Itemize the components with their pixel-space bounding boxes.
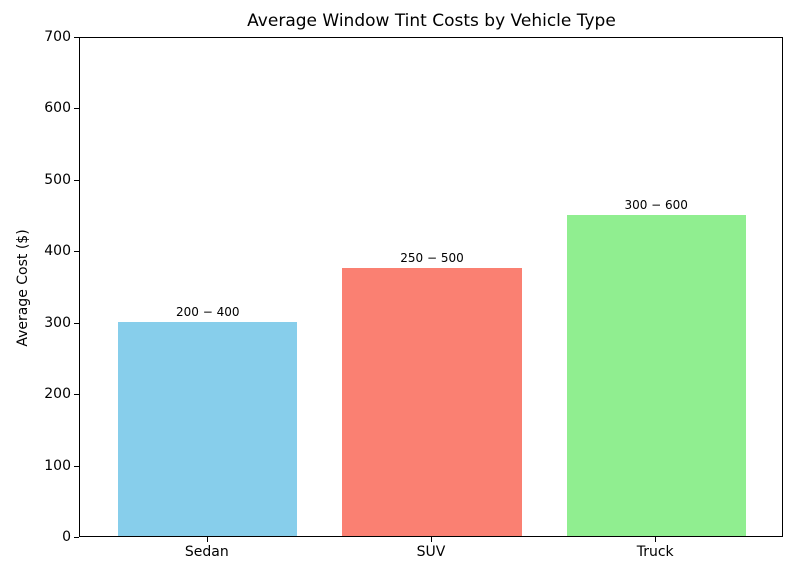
y-tick-label: 700 <box>44 29 71 45</box>
bar-truck <box>566 214 746 536</box>
bar-suv <box>342 268 522 536</box>
y-tick <box>74 537 79 538</box>
y-tick-label: 0 <box>62 529 71 545</box>
y-tick <box>74 394 79 396</box>
y-tick-label: 600 <box>44 100 71 117</box>
x-tick <box>655 537 657 542</box>
y-tick <box>74 465 79 467</box>
y-tick-label: 100 <box>44 457 71 474</box>
y-axis-label: Average Cost ($) <box>15 229 31 347</box>
bar-sedan <box>118 321 298 536</box>
y-tick <box>74 251 79 253</box>
x-tick <box>431 537 432 542</box>
y-tick <box>74 179 79 181</box>
bar-value-label: 300 − 600 <box>624 197 688 212</box>
y-tick-label: 400 <box>44 243 71 260</box>
bar-value-label: 250 − 500 <box>400 251 464 266</box>
x-tick-label: SUV <box>416 544 446 560</box>
x-tick-label: Sedan <box>184 544 229 560</box>
y-tick-label: 500 <box>44 171 71 188</box>
y-tick-label: 300 <box>44 314 71 331</box>
y-tick <box>74 37 79 38</box>
bar-value-label: 200 − 400 <box>176 304 240 319</box>
plot-area: 200 − 400 250 − 500 300 − 600 <box>79 37 783 537</box>
y-tick <box>74 108 79 110</box>
y-tick <box>74 322 79 324</box>
chart-title: Average Window Tint Costs by Vehicle Typ… <box>247 11 616 31</box>
x-tick <box>206 537 208 542</box>
y-tick-label: 200 <box>44 386 71 403</box>
x-tick-label: Truck <box>636 544 674 560</box>
